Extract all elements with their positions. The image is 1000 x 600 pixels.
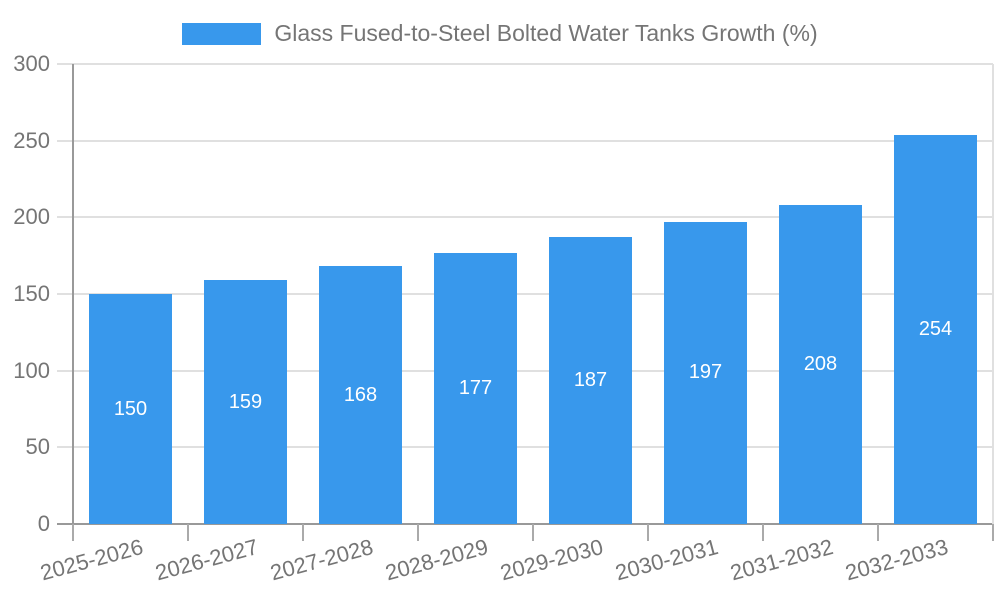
bar-value-label: 150	[113, 397, 148, 420]
x-axis-tick	[72, 524, 74, 541]
y-tick-label: 300	[13, 51, 50, 76]
legend-item[interactable]: Glass Fused-to-Steel Bolted Water Tanks …	[0, 20, 1000, 47]
y-tick-label: 200	[13, 204, 50, 230]
legend-label: Glass Fused-to-Steel Bolted Water Tanks …	[274, 20, 818, 46]
bar-value-label: 254	[918, 317, 953, 340]
gridline	[57, 369, 993, 372]
bar: 168	[319, 266, 402, 524]
bar: 187	[549, 237, 632, 524]
bar-value-label: 159	[228, 390, 263, 413]
gridline	[57, 63, 993, 65]
x-axis-tick	[532, 524, 534, 541]
bar-value-label: 197	[688, 361, 723, 384]
x-tick-label: 2029-2030	[497, 534, 606, 586]
bar-value-label: 177	[458, 376, 493, 399]
bar-value-label: 168	[343, 383, 378, 406]
x-axis-tick	[302, 524, 304, 541]
bar: 150	[89, 294, 172, 524]
gridline	[57, 139, 993, 142]
bar: 197	[664, 221, 747, 524]
x-tick-label: 2028-2029	[382, 534, 491, 586]
bar-value-label: 187	[573, 369, 608, 392]
bar: 254	[894, 134, 977, 524]
y-tick-label: 0	[37, 511, 50, 536]
y-axis-line	[72, 64, 74, 524]
x-axis-tick	[992, 524, 994, 541]
bar: 177	[434, 252, 517, 524]
x-axis-tick	[762, 524, 764, 541]
y-tick-label: 50	[25, 434, 50, 460]
x-tick-label: 2032-2033	[842, 534, 951, 586]
x-axis-tick	[187, 524, 189, 541]
plot-right-border	[992, 64, 994, 524]
bar: 159	[204, 280, 287, 524]
y-tick-label: 150	[13, 281, 50, 306]
y-tick-label: 100	[13, 357, 50, 383]
x-axis-tick	[417, 524, 419, 541]
bar: 208	[779, 205, 862, 524]
x-axis-line	[57, 523, 993, 525]
x-axis-tick	[647, 524, 649, 541]
x-axis-tick	[877, 524, 879, 541]
x-tick-label: 2026-2027	[152, 534, 261, 586]
bar-value-label: 208	[803, 353, 838, 376]
y-tick-label: 250	[13, 127, 50, 153]
x-tick-label: 2027-2028	[267, 534, 376, 586]
x-tick-label: 2025-2026	[37, 534, 146, 586]
gridline	[57, 216, 993, 219]
x-tick-label: 2031-2032	[727, 534, 836, 586]
gridline	[57, 293, 993, 295]
gridline	[57, 446, 993, 449]
legend-swatch	[182, 22, 262, 45]
x-tick-label: 2030-2031	[612, 534, 721, 586]
